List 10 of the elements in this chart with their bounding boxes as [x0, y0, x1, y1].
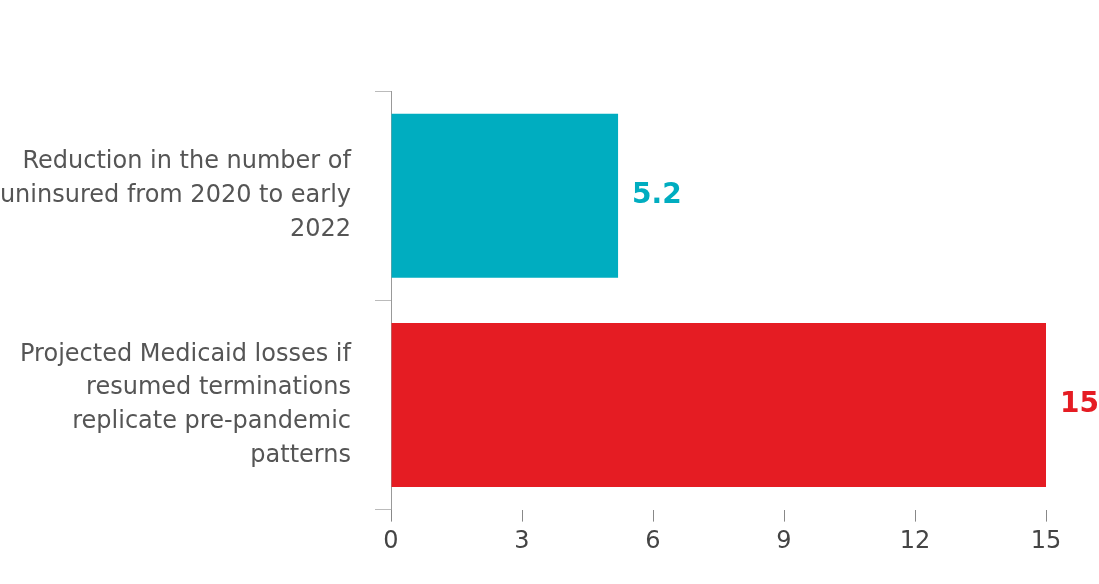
y-tick-label: Reduction in the number of uninsured from 2020 to early 2022 [0, 146, 352, 242]
x-tick-label: 6 [645, 526, 661, 555]
x-tick-label: 9 [776, 526, 792, 555]
y-tick-label: Projected Medicaid losses if resumed terminations replicate pre-pandemic patterns [20, 338, 352, 468]
x-tick-label: 15 [1030, 526, 1062, 555]
x-tick-label: 3 [514, 526, 530, 555]
data-label: 15 [1060, 386, 1099, 420]
x-tick-label: 0 [383, 526, 399, 555]
x-tick-label: 12 [899, 526, 931, 555]
data-label: 5.2 [632, 177, 682, 211]
